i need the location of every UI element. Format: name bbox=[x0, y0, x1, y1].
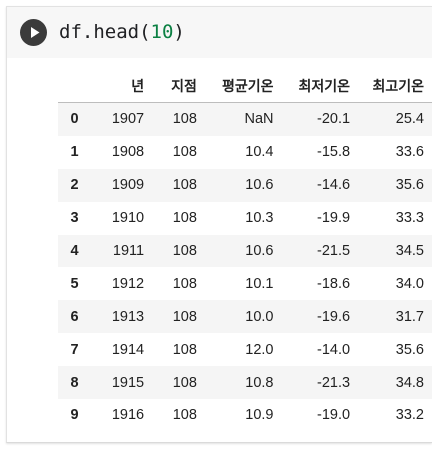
cell-max-temp: 35.6 bbox=[395, 341, 424, 358]
cell-max-temp: 35.6 bbox=[395, 177, 424, 194]
cell-avg-temp: NaN bbox=[244, 111, 274, 128]
dataframe-table: 년 지점 평균기온 최저기온 최고기온 0 1907 108 NaN -20.1 25.4… bbox=[58, 69, 432, 432]
cell-max-temp: 31.7 bbox=[395, 308, 424, 325]
cell-year: 1909 bbox=[111, 177, 145, 194]
row-index: 3 bbox=[70, 210, 79, 227]
row-index: 8 bbox=[70, 374, 79, 391]
cell-year: 1911 bbox=[112, 243, 145, 259]
cell-year: 1907 bbox=[111, 111, 145, 128]
run-cell-button[interactable] bbox=[20, 19, 47, 46]
cell-year: 1910 bbox=[111, 210, 145, 227]
cell-station: 108 bbox=[172, 144, 197, 161]
table-row: 0 1907 108 NaN -20.1 25.4 bbox=[58, 102, 432, 136]
play-icon bbox=[31, 27, 40, 38]
code-suffix: ) bbox=[173, 21, 185, 43]
cell-min-temp: -14.6 bbox=[317, 177, 351, 194]
cell-min-temp: -19.9 bbox=[317, 210, 351, 227]
table-row: 9 1916 108 10.9 -19.0 33.2 bbox=[58, 399, 432, 432]
cell-year: 1913 bbox=[111, 308, 145, 325]
cell-year: 1916 bbox=[111, 407, 145, 424]
cell-avg-temp: 10.8 bbox=[245, 374, 274, 391]
cell-station: 108 bbox=[172, 308, 197, 325]
cell-max-temp: 33.6 bbox=[395, 144, 424, 161]
cell-avg-temp: 12.0 bbox=[245, 341, 274, 358]
column-header-year: 년 bbox=[84, 69, 153, 103]
cell-station: 108 bbox=[172, 275, 197, 292]
column-header-min-temp: 최저기온 bbox=[282, 69, 362, 103]
cell-year: 1914 bbox=[111, 341, 145, 358]
table-header-row: 년 지점 평균기온 최저기온 최고기온 bbox=[58, 69, 432, 103]
column-header-avg-temp: 평균기온 bbox=[205, 69, 283, 103]
cell-min-temp: -21.5 bbox=[317, 243, 351, 259]
table-row: 3 1910 108 10.3 -19.9 33.3 bbox=[58, 202, 432, 235]
row-index: 9 bbox=[70, 407, 79, 424]
index-header bbox=[58, 69, 85, 103]
cell-max-temp: 33.2 bbox=[395, 407, 424, 424]
cell-avg-temp: 10.1 bbox=[245, 275, 274, 292]
table-row: 1 1908 108 10.4 -15.8 33.6 bbox=[58, 136, 432, 169]
table-row: 7 1914 108 12.0 -14.0 35.6 bbox=[58, 333, 432, 366]
cell-max-temp: 34.8 bbox=[395, 374, 424, 391]
table-row: 4 1911 108 10.6 -21.5 34.5 bbox=[58, 234, 432, 268]
cell-station: 108 bbox=[172, 210, 197, 227]
cell-year: 1912 bbox=[111, 275, 145, 292]
cell-max-temp: 33.3 bbox=[395, 210, 424, 227]
code-prefix: df.head( bbox=[59, 21, 151, 43]
cell-avg-temp: 10.4 bbox=[245, 144, 274, 161]
cell-avg-temp: 10.6 bbox=[245, 243, 274, 259]
table-row: 2 1909 108 10.6 -14.6 35.6 bbox=[58, 168, 432, 202]
cell-avg-temp: 10.0 bbox=[245, 308, 274, 325]
code-editor[interactable]: df.head(10) bbox=[7, 7, 432, 59]
row-index: 4 bbox=[70, 243, 79, 259]
column-header-max-temp: 최고기온 bbox=[361, 69, 432, 103]
cell-min-temp: -19.6 bbox=[317, 308, 351, 325]
code-text[interactable]: df.head(10) bbox=[59, 19, 185, 45]
table-row: 5 1912 108 10.1 -18.6 34.0 bbox=[58, 267, 432, 300]
row-index: 2 bbox=[70, 177, 79, 194]
table-row: 6 1913 108 10.0 -19.6 31.7 bbox=[58, 300, 432, 334]
cell-station: 108 bbox=[172, 374, 197, 391]
cell-output: 년 지점 평균기온 최저기온 최고기온 0 1907 108 NaN -20.1 25.4… bbox=[7, 58, 432, 442]
cell-avg-temp: 10.9 bbox=[245, 407, 274, 424]
table-row: 8 1915 108 10.8 -21.3 34.8 bbox=[58, 366, 432, 400]
cell-max-temp: 34.0 bbox=[395, 275, 424, 292]
row-index: 1 bbox=[70, 144, 79, 161]
cell-station: 108 bbox=[172, 177, 197, 194]
cell-year: 1908 bbox=[111, 144, 145, 161]
cell-min-temp: -14.0 bbox=[317, 341, 351, 358]
row-index: 7 bbox=[70, 341, 79, 358]
code-argument: 10 bbox=[150, 21, 174, 43]
cell-min-temp: -20.1 bbox=[317, 111, 351, 128]
cell-min-temp: -21.3 bbox=[317, 374, 351, 391]
cell-avg-temp: 10.6 bbox=[245, 177, 274, 194]
cell-station: 108 bbox=[172, 111, 197, 128]
cell-avg-temp: 10.3 bbox=[245, 210, 274, 227]
cell-min-temp: -18.6 bbox=[317, 275, 351, 292]
cell-max-temp: 25.4 bbox=[395, 111, 424, 128]
cell-min-temp: -15.8 bbox=[317, 144, 351, 161]
cell-station: 108 bbox=[172, 341, 197, 358]
cell-max-temp: 34.5 bbox=[395, 243, 424, 259]
cell-min-temp: -19.0 bbox=[317, 407, 351, 424]
notebook-cell: df.head(10) 년 지점 평균기온 최저기온 최고기온 0 1907 108… bbox=[6, 6, 432, 443]
row-index: 0 bbox=[70, 111, 79, 128]
column-header-station: 지점 bbox=[152, 69, 206, 103]
cell-station: 108 bbox=[172, 243, 197, 259]
row-index: 5 bbox=[70, 275, 79, 292]
cell-year: 1915 bbox=[111, 374, 145, 391]
row-index: 6 bbox=[70, 308, 79, 325]
cell-station: 108 bbox=[172, 407, 197, 424]
